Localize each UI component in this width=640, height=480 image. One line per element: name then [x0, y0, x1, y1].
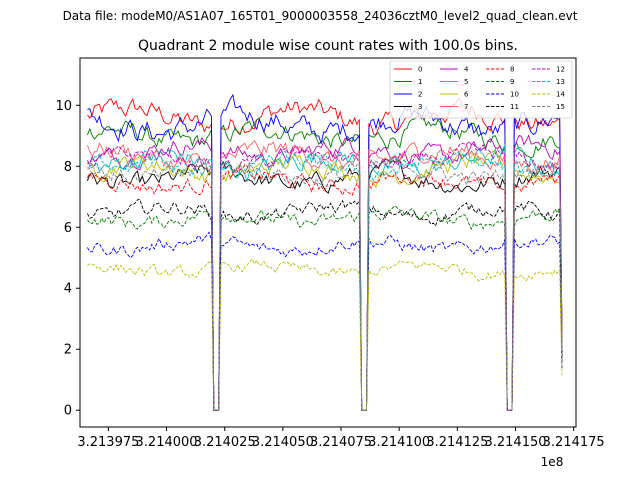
- suptitle: Data file: modeM0/AS1A07_165T01_90000035…: [63, 9, 578, 23]
- legend-label-1: 1: [418, 78, 422, 86]
- series-line-9: [87, 205, 563, 411]
- series-line-13: [87, 150, 563, 411]
- series-line-14: [87, 257, 563, 411]
- legend-label-11: 11: [510, 103, 519, 111]
- series-line-6: [87, 150, 563, 411]
- x-tick-label: 3.214025: [194, 435, 256, 450]
- axis-ticks: 02468103.2139753.2140003.2140253.2140503…: [55, 99, 604, 450]
- x-tick-label: 3.214175: [543, 435, 605, 450]
- x-tick-label: 3.214150: [484, 435, 546, 450]
- legend-label-5: 5: [464, 78, 468, 86]
- series-line-11: [86, 199, 563, 411]
- series-line-1: [86, 112, 563, 411]
- legend-label-2: 2: [418, 91, 422, 99]
- legend-label-4: 4: [464, 66, 469, 74]
- legend-box: [389, 60, 573, 119]
- series-line-12: [86, 140, 563, 411]
- legend-label-3: 3: [418, 103, 422, 111]
- series-line-15: [87, 156, 563, 411]
- legend-label-6: 6: [464, 91, 469, 99]
- plot-lines: [86, 93, 563, 411]
- axes-frame: [79, 57, 577, 428]
- y-tick-label: 0: [64, 404, 72, 419]
- x-tick-label: 3.214100: [368, 435, 430, 450]
- legend-label-8: 8: [510, 66, 514, 74]
- legend-label-10: 10: [510, 91, 519, 99]
- legend-label-9: 9: [510, 78, 514, 86]
- y-tick-label: 10: [55, 99, 72, 114]
- legend-label-0: 0: [418, 66, 422, 74]
- y-tick-label: 8: [64, 160, 72, 175]
- y-tick-label: 2: [64, 343, 72, 358]
- legend-label-12: 12: [556, 66, 565, 74]
- x-tick-label: 3.214125: [426, 435, 488, 450]
- legend-label-7: 7: [464, 103, 468, 111]
- series-line-0: [87, 97, 563, 411]
- series-line-8: [87, 164, 563, 411]
- x-tick-label: 3.213975: [77, 435, 139, 450]
- x-tick-label: 3.214075: [310, 435, 372, 450]
- x-offset-label: 1e8: [541, 455, 564, 469]
- x-tick-label: 3.214000: [136, 435, 198, 450]
- legend-label-15: 15: [556, 103, 565, 111]
- chart-title: Quadrant 2 module wise count rates with …: [138, 38, 518, 54]
- y-tick-label: 4: [64, 282, 72, 297]
- series-line-2: [87, 93, 563, 411]
- legend-label-13: 13: [556, 78, 565, 86]
- series-line-4: [87, 134, 563, 411]
- x-tick-label: 3.214050: [252, 435, 314, 450]
- y-tick-label: 6: [64, 221, 72, 236]
- series-line-10: [87, 231, 563, 411]
- legend-label-14: 14: [556, 91, 565, 99]
